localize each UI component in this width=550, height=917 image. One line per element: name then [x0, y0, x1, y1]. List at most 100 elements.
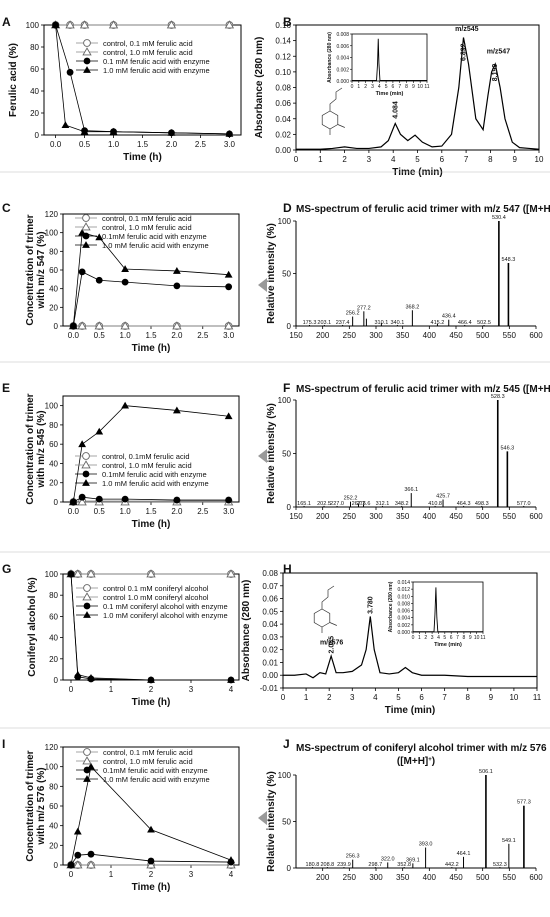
x-tick-label: 1.5 [137, 140, 149, 149]
inset-x-tick-label: 3 [371, 84, 374, 90]
y-axis-label: Concentration of trimer [25, 393, 36, 504]
panel-label: G [2, 562, 11, 576]
y-tick-label: 0 [54, 676, 59, 685]
y-tick-label: 50 [282, 818, 291, 827]
data-point [173, 282, 180, 289]
ms-peak-label: 298.7 [368, 862, 382, 868]
y-tick-label: 40 [49, 634, 58, 643]
panel-d: 050100150 200 250 300 350 400 450 500 550 600Rela… [266, 201, 550, 340]
peak-annotation: 3.780 [368, 596, 375, 614]
ms-peak-label: 548.3 [502, 257, 516, 263]
data-point [78, 440, 86, 447]
x-tick-label: 250 [343, 873, 357, 882]
panel-label: D [283, 201, 292, 215]
data-point [225, 497, 232, 504]
y-tick-label: 0 [54, 498, 59, 507]
y-tick-label: 0 [54, 861, 59, 870]
molecule-ring [322, 111, 338, 129]
x-tick-label: 300 [369, 331, 383, 340]
y-tick-label: 100 [278, 396, 292, 405]
y-tick-label: 20 [49, 479, 58, 488]
y-tick-label: 100 [278, 217, 292, 226]
ms-peak-label: 436.4 [442, 314, 456, 320]
y-tick-label: 60 [49, 802, 58, 811]
legend-entry: control, 0.1 mM ferulic acid [103, 39, 193, 48]
y-tick-label: 100 [278, 771, 292, 780]
peak-annotation: 2.085 [328, 636, 335, 654]
y-tick-label: 0.03 [262, 633, 278, 642]
legend-entry: 0.1 mM ferulic acid with enzyme [103, 57, 210, 66]
x-tick-label: 550 [503, 873, 517, 882]
chromatogram-trace [283, 616, 537, 677]
legend-marker [84, 767, 91, 774]
x-tick-label: 7 [442, 693, 447, 702]
inset-frame [352, 34, 427, 81]
arrow-icon [258, 278, 267, 292]
peak-annotation: m/z547 [487, 49, 510, 56]
x-tick-label: 8 [466, 693, 471, 702]
legend-marker [83, 471, 90, 478]
ms-peak-label: 256.3 [346, 854, 360, 860]
x-tick-label: 0.0 [68, 507, 80, 516]
data-point [74, 671, 82, 678]
inset-x-tick-label: 1 [357, 84, 360, 90]
inset-x-tick-label: 9 [412, 84, 415, 90]
spectrum-title: MS-spectrum of ferulic acid trimer with … [296, 384, 550, 395]
x-axis-label: Time (h) [123, 152, 162, 163]
spectrum-title-line2: ([M+H]+) [397, 756, 435, 767]
x-tick-label: 450 [449, 873, 463, 882]
legend-entry: control, 0.1mM ferulic acid [102, 452, 190, 461]
inset-x-tick-label: 11 [424, 84, 429, 90]
ms-peak-label: 348.2 [395, 501, 409, 507]
data-point [148, 858, 155, 865]
inset-x-tick-label: 0 [351, 84, 354, 90]
panel-label: A [2, 15, 11, 29]
data-point [173, 267, 181, 274]
x-tick-label: 7 [464, 155, 469, 164]
y-tick-label: 40 [49, 285, 58, 294]
y-tick-label: 120 [45, 210, 59, 219]
inset-x-tick-label: 2 [364, 84, 367, 90]
ms-peak-label: 415.2 [431, 320, 445, 326]
ms-peak-label: 577.3 [517, 800, 531, 806]
x-tick-label: 1 [304, 693, 309, 702]
data-point [62, 121, 70, 128]
x-tick-label: 10 [509, 693, 518, 702]
legend-marker [83, 453, 90, 460]
inset-y-axis-label: Absorbance (280 nm) [327, 32, 333, 83]
legend-marker [82, 241, 90, 248]
data-point [122, 279, 129, 286]
ms-peak-label: 322.0 [381, 856, 395, 862]
y-tick-label: 60 [49, 440, 58, 449]
panel-label: B [283, 15, 292, 29]
y-tick-label: 0.12 [275, 52, 291, 61]
x-tick-label: 1 [109, 685, 114, 694]
legend-marker [83, 757, 91, 764]
ms-peak-label: 276.6 [357, 501, 371, 507]
legend-entry: 0.1 mM coniferyl alcohol with enzyme [103, 602, 228, 611]
x-tick-label: 11 [533, 693, 542, 702]
peak-annotation: 4.084 [392, 101, 399, 119]
inset-x-tick-label: 7 [456, 635, 459, 641]
ms-peak-label: 466.4 [458, 320, 472, 326]
x-tick-label: 2.0 [171, 507, 183, 516]
inset-x-tick-label: 5 [443, 635, 446, 641]
x-tick-label: 4 [229, 685, 234, 694]
x-tick-label: 2 [327, 693, 332, 702]
ms-peak-label: 532.3 [493, 862, 507, 868]
x-axis-label: Time (h) [132, 519, 171, 530]
x-tick-label: 2.5 [197, 507, 209, 516]
x-tick-label: 3.0 [224, 140, 236, 149]
y-axis-label: Relative intensity (%) [266, 223, 277, 324]
inset-y-tick-label: 0.002 [397, 623, 410, 629]
panel-label: E [2, 381, 10, 395]
y-tick-label: 80 [30, 43, 39, 52]
y-tick-label: 50 [282, 270, 291, 279]
peak-annotation: 8.199 [492, 64, 499, 82]
x-tick-label: 2.0 [171, 331, 183, 340]
legend-marker [84, 603, 91, 610]
legend-marker [82, 479, 90, 486]
ms-peak-label: 393.0 [419, 842, 433, 848]
y-axis-label: Absorbance (280 nm) [254, 37, 265, 139]
panel-c: 0 20 40 60 80 100 120 0.0 0.5 1.0 1.5 2.0 2.5 3.0 Time… [2, 201, 239, 354]
